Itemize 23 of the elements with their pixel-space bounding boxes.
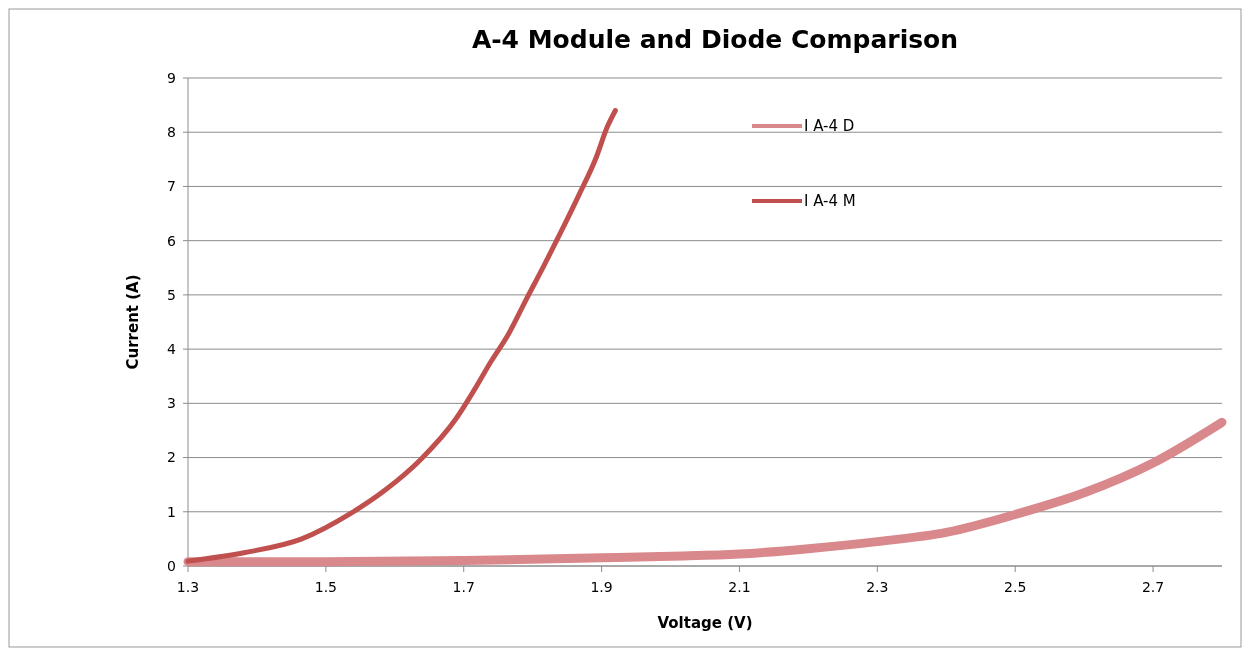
y-tick-label: 6	[167, 232, 177, 249]
y-tick-label: 9	[167, 69, 176, 86]
y-tick-label: 3	[167, 395, 176, 412]
y-tick-label: 8	[167, 124, 176, 141]
x-tick-label: 1.3	[176, 579, 200, 595]
x-tick-label: 1.5	[314, 579, 337, 595]
x-tick-label: 2.7	[1141, 579, 1165, 595]
y-tick-label: 7	[167, 178, 176, 195]
y-axis-title: Current (A)	[124, 274, 142, 370]
x-tick-label: 1.7	[452, 579, 475, 595]
x-tick-label: 2.1	[728, 579, 751, 595]
y-tick-label: 0	[167, 557, 176, 574]
legend-label: I A-4 M	[804, 192, 856, 211]
x-tick-label: 2.3	[866, 579, 889, 595]
legend-label: I A-4 D	[804, 117, 855, 136]
chart-title: A-4 Module and Diode Comparison	[471, 25, 959, 54]
x-tick-label: 1.9	[590, 579, 613, 595]
y-tick-label: 2	[167, 449, 176, 466]
y-tick-label: 4	[167, 341, 177, 358]
x-axis-title: Voltage (V)	[657, 614, 753, 632]
y-tick-label: 5	[167, 286, 176, 303]
x-tick-label: 2.5	[1004, 579, 1027, 595]
y-tick-label: 1	[167, 503, 176, 520]
